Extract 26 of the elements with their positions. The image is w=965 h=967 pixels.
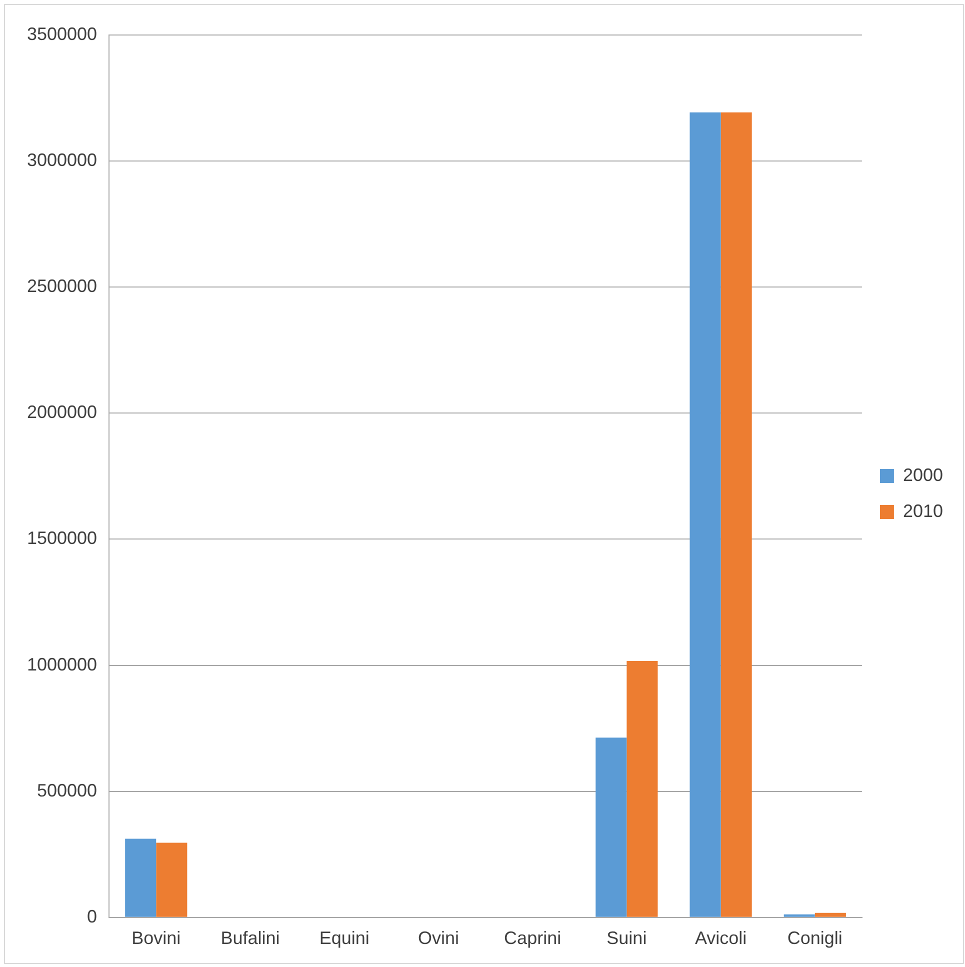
bar	[720, 112, 752, 917]
bar	[156, 842, 188, 917]
legend-label: 2010	[902, 500, 944, 521]
y-tick-label: 2500000	[26, 276, 98, 296]
x-tick-label: Ovini	[418, 928, 459, 948]
bar	[690, 112, 721, 917]
y-tick-label: 0	[87, 906, 98, 926]
x-tick-label: Suini	[606, 928, 647, 948]
legend-label: 2000	[902, 464, 944, 485]
y-tick-label: 500000	[36, 780, 98, 800]
y-tick-label: 3000000	[26, 150, 98, 170]
x-tick-label: Bovini	[132, 928, 181, 948]
x-tick-label: Bufalini	[220, 928, 280, 948]
bar	[784, 914, 815, 917]
bar	[814, 912, 846, 917]
x-tick-label: Conigli	[787, 928, 842, 948]
y-tick-label: 1500000	[26, 528, 98, 548]
bar	[626, 661, 658, 917]
x-tick-label: Avicoli	[694, 928, 747, 948]
y-tick-label: 1000000	[26, 654, 98, 674]
x-tick-label: Caprini	[504, 928, 562, 948]
x-tick-label: Equini	[319, 928, 370, 948]
bar	[596, 738, 627, 917]
y-tick-label: 3500000	[26, 24, 98, 44]
bar	[125, 838, 156, 917]
y-tick-label: 2000000	[26, 402, 98, 422]
